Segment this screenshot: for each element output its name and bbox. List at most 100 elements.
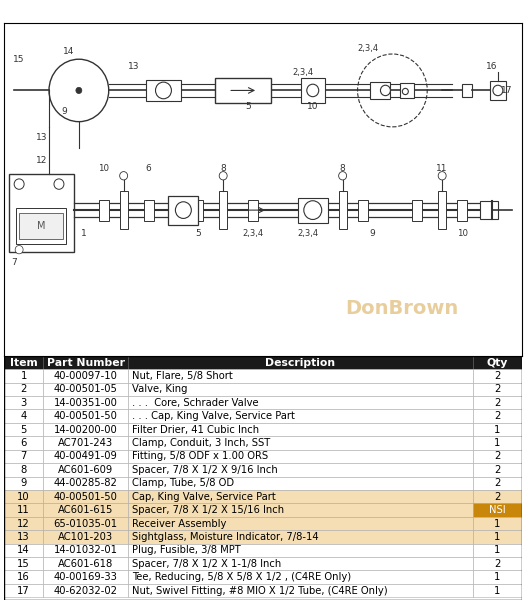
- Bar: [43, 571, 128, 584]
- Text: 14: 14: [17, 545, 30, 556]
- Text: 2,3,4: 2,3,4: [297, 229, 318, 238]
- Bar: [128, 544, 473, 557]
- Bar: [301, 78, 325, 103]
- Text: Clamp, Conduit, 3 Inch, SST: Clamp, Conduit, 3 Inch, SST: [132, 438, 270, 448]
- Text: 7: 7: [21, 451, 27, 461]
- Text: 40-00491-09: 40-00491-09: [54, 451, 118, 461]
- Text: 6: 6: [146, 164, 151, 173]
- Bar: [43, 436, 128, 450]
- Text: 3: 3: [21, 398, 27, 408]
- Bar: [128, 356, 473, 369]
- Bar: [473, 476, 522, 490]
- Bar: [128, 517, 473, 530]
- Bar: [43, 584, 128, 598]
- Text: 2: 2: [494, 478, 500, 488]
- Text: Spacer, 7/8 X 1/2 X 15/16 Inch: Spacer, 7/8 X 1/2 X 15/16 Inch: [132, 505, 284, 515]
- Bar: [19, 213, 63, 239]
- Text: 5: 5: [245, 101, 251, 110]
- Text: 9: 9: [61, 107, 67, 116]
- Bar: [43, 450, 128, 463]
- Text: 2: 2: [494, 411, 500, 421]
- Circle shape: [339, 172, 347, 180]
- Bar: [438, 191, 446, 229]
- Bar: [370, 82, 390, 99]
- Text: 10: 10: [307, 101, 319, 110]
- Bar: [43, 476, 128, 490]
- Bar: [128, 530, 473, 544]
- Bar: [99, 200, 109, 221]
- Bar: [43, 544, 128, 557]
- Text: 14-00200-00: 14-00200-00: [54, 425, 118, 434]
- Text: 11: 11: [437, 164, 448, 173]
- Text: 8: 8: [220, 164, 226, 173]
- Text: 8: 8: [340, 164, 346, 173]
- Text: Nut, Swivel Fitting, #8 MIO X 1/2 Tube, (C4RE Only): Nut, Swivel Fitting, #8 MIO X 1/2 Tube, …: [132, 586, 388, 596]
- Bar: [43, 356, 128, 369]
- Bar: [473, 356, 522, 369]
- Text: AC701-243: AC701-243: [58, 438, 113, 448]
- Text: AC601-615: AC601-615: [58, 505, 114, 515]
- Bar: [480, 201, 498, 220]
- Bar: [4, 530, 43, 544]
- Circle shape: [402, 88, 408, 95]
- Text: Cap, King Valve, Service Part: Cap, King Valve, Service Part: [132, 491, 276, 502]
- Text: 1: 1: [494, 532, 500, 542]
- Circle shape: [493, 85, 503, 95]
- Text: 10: 10: [457, 229, 468, 238]
- Text: 17: 17: [17, 586, 30, 596]
- Bar: [473, 571, 522, 584]
- Circle shape: [304, 201, 322, 220]
- Text: 2: 2: [494, 385, 500, 394]
- Bar: [128, 557, 473, 571]
- Bar: [473, 423, 522, 436]
- Bar: [43, 503, 128, 517]
- Text: 40-00169-33: 40-00169-33: [54, 572, 118, 582]
- Text: 1: 1: [494, 518, 500, 529]
- Bar: [412, 200, 422, 221]
- Circle shape: [307, 84, 319, 97]
- Bar: [128, 463, 473, 476]
- Text: 2,3,4: 2,3,4: [292, 68, 313, 77]
- Bar: [473, 517, 522, 530]
- Text: 12: 12: [36, 155, 48, 164]
- Text: 40-00501-50: 40-00501-50: [54, 491, 118, 502]
- Bar: [4, 490, 43, 503]
- Text: Item: Item: [10, 358, 37, 368]
- Bar: [4, 544, 43, 557]
- Bar: [473, 369, 522, 383]
- Text: 10: 10: [98, 164, 109, 173]
- Bar: [194, 200, 203, 221]
- Bar: [358, 200, 368, 221]
- Text: 16: 16: [17, 572, 30, 582]
- Text: 15: 15: [13, 55, 25, 64]
- Text: 2: 2: [494, 491, 500, 502]
- Text: NSI: NSI: [489, 505, 505, 515]
- Bar: [4, 476, 43, 490]
- Bar: [473, 557, 522, 571]
- Text: 1: 1: [494, 572, 500, 582]
- Bar: [248, 200, 258, 221]
- Bar: [128, 450, 473, 463]
- Bar: [215, 78, 271, 103]
- Text: 1: 1: [494, 438, 500, 448]
- Bar: [43, 530, 128, 544]
- Text: AC101-203: AC101-203: [58, 532, 113, 542]
- Bar: [4, 383, 43, 396]
- Text: 2: 2: [494, 398, 500, 408]
- Text: 1: 1: [21, 371, 27, 381]
- Bar: [43, 517, 128, 530]
- Bar: [4, 584, 43, 598]
- Text: 44-00285-82: 44-00285-82: [54, 478, 118, 488]
- Text: Plug, Fusible, 3/8 MPT: Plug, Fusible, 3/8 MPT: [132, 545, 241, 556]
- Bar: [128, 396, 473, 409]
- Text: Clamp, Tube, 5/8 OD: Clamp, Tube, 5/8 OD: [132, 478, 234, 488]
- Circle shape: [76, 88, 82, 94]
- Circle shape: [49, 59, 109, 122]
- Bar: [144, 200, 154, 221]
- Text: 2: 2: [494, 451, 500, 461]
- Text: 40-00501-05: 40-00501-05: [54, 385, 118, 394]
- Text: 13: 13: [128, 62, 139, 71]
- Text: 14-01032-01: 14-01032-01: [54, 545, 118, 556]
- Bar: [4, 503, 43, 517]
- Text: 16: 16: [486, 62, 498, 71]
